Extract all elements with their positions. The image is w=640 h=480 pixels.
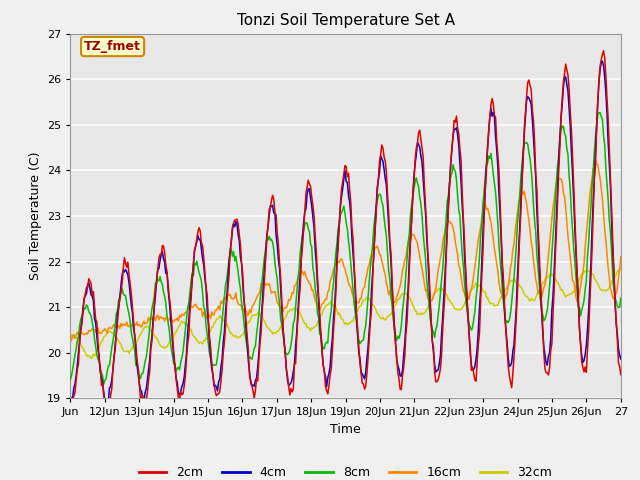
- Text: TZ_fmet: TZ_fmet: [84, 40, 141, 53]
- Legend: 2cm, 4cm, 8cm, 16cm, 32cm: 2cm, 4cm, 8cm, 16cm, 32cm: [134, 461, 557, 480]
- X-axis label: Time: Time: [330, 423, 361, 436]
- Title: Tonzi Soil Temperature Set A: Tonzi Soil Temperature Set A: [237, 13, 454, 28]
- Y-axis label: Soil Temperature (C): Soil Temperature (C): [29, 152, 42, 280]
